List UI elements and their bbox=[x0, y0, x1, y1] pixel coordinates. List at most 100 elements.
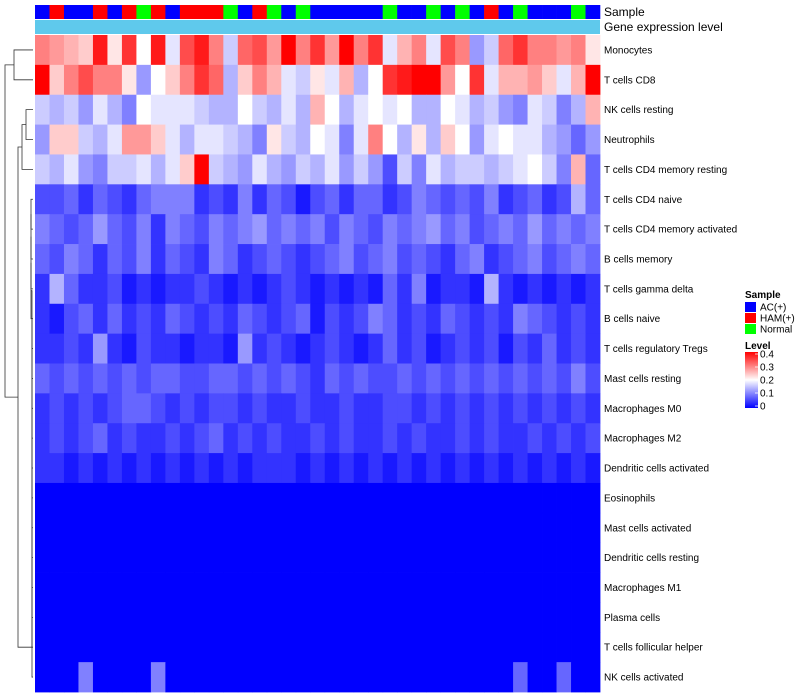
heatmap-cell bbox=[513, 303, 528, 335]
heatmap-cell bbox=[513, 423, 528, 454]
heatmap-cell bbox=[35, 482, 50, 514]
heatmap-cell bbox=[339, 542, 355, 573]
heatmap-cell bbox=[78, 64, 94, 96]
heatmap-cell bbox=[92, 542, 108, 573]
heatmap-cell bbox=[179, 333, 195, 364]
heatmap-cell bbox=[252, 393, 268, 424]
heatmap-cell bbox=[382, 124, 398, 155]
heatmap-cell bbox=[571, 602, 586, 633]
heatmap-cell bbox=[368, 35, 384, 66]
heatmap-cell bbox=[266, 572, 282, 603]
heatmap-cell bbox=[498, 64, 514, 96]
heatmap-cell bbox=[527, 184, 543, 215]
heatmap-cell bbox=[426, 423, 442, 454]
heatmap-cell bbox=[35, 393, 50, 424]
heatmap-cell bbox=[252, 94, 268, 125]
heatmap-cell bbox=[527, 244, 543, 275]
heatmap-cell bbox=[324, 632, 340, 663]
heatmap-cell bbox=[469, 512, 485, 544]
heatmap-cell bbox=[78, 35, 94, 66]
sample-annotation-cell bbox=[35, 5, 50, 19]
heatmap-cell bbox=[585, 214, 601, 245]
heatmap-cell bbox=[281, 333, 297, 364]
heatmap-cell bbox=[92, 273, 108, 305]
heatmap-cell bbox=[35, 184, 50, 215]
heatmap-cell bbox=[281, 602, 297, 633]
heatmap-cell bbox=[556, 602, 572, 633]
heatmap-cell bbox=[527, 333, 543, 364]
heatmap-cell bbox=[223, 512, 239, 544]
heatmap-cell bbox=[92, 94, 108, 125]
heatmap-cell bbox=[92, 154, 108, 185]
heatmap-cell bbox=[368, 512, 384, 544]
heatmap-cell bbox=[194, 423, 210, 454]
heatmap-cell bbox=[295, 512, 311, 544]
heatmap-cell bbox=[484, 423, 499, 454]
sample-annotation-cell bbox=[498, 5, 514, 19]
heatmap-cell bbox=[63, 423, 79, 454]
heatmap-cell bbox=[150, 393, 166, 424]
heatmap-cell bbox=[411, 512, 427, 544]
heatmap-cell bbox=[469, 393, 485, 424]
heatmap-cell bbox=[585, 602, 601, 633]
heatmap-cell bbox=[121, 482, 137, 514]
heatmap-cell bbox=[455, 94, 471, 125]
heatmap-cell bbox=[324, 154, 340, 185]
level-tick-label: 0 bbox=[760, 402, 766, 413]
heatmap-cell bbox=[266, 124, 282, 155]
heatmap-cell bbox=[469, 572, 485, 603]
heatmap-cell bbox=[353, 393, 369, 424]
heatmap-cell bbox=[368, 572, 384, 603]
heatmap-cell bbox=[281, 154, 297, 185]
heatmap-cell bbox=[150, 662, 166, 693]
heatmap-cell bbox=[324, 244, 340, 275]
heatmap-cell bbox=[107, 512, 123, 544]
heatmap-cell bbox=[49, 35, 65, 66]
heatmap-cell bbox=[92, 662, 108, 693]
heatmap-cell bbox=[35, 154, 50, 185]
heatmap-cell bbox=[107, 662, 123, 693]
row-label: T cells gamma delta bbox=[604, 284, 694, 295]
heatmap-cell bbox=[585, 94, 601, 125]
heatmap-cell bbox=[324, 303, 340, 335]
heatmap-cell bbox=[426, 244, 442, 275]
heatmap-cell bbox=[542, 214, 557, 245]
heatmap-cell bbox=[208, 244, 224, 275]
heatmap-cell bbox=[49, 64, 65, 96]
heatmap-cell bbox=[194, 602, 210, 633]
heatmap-cell bbox=[35, 632, 50, 663]
level-tick-label: 0.1 bbox=[760, 389, 774, 400]
sample-annotation-cell bbox=[339, 5, 355, 19]
heatmap-cell bbox=[339, 602, 355, 633]
heatmap-cell bbox=[455, 333, 471, 364]
heatmap-cell bbox=[295, 423, 311, 454]
heatmap-cell bbox=[440, 482, 456, 514]
heatmap-cell bbox=[237, 423, 253, 454]
heatmap-cell bbox=[411, 363, 427, 394]
heatmap-cell bbox=[78, 244, 94, 275]
heatmap-cell bbox=[136, 333, 152, 364]
heatmap-cell bbox=[426, 632, 442, 663]
heatmap-cell bbox=[426, 214, 442, 245]
heatmap-cell bbox=[513, 184, 528, 215]
heatmap-cell bbox=[426, 512, 442, 544]
heatmap-cell bbox=[571, 393, 586, 424]
heatmap-cell bbox=[527, 423, 543, 454]
heatmap-cell bbox=[469, 64, 485, 96]
heatmap-cell bbox=[223, 184, 239, 215]
heatmap-cell bbox=[194, 273, 210, 305]
dendrogram-branch bbox=[13, 49, 33, 81]
heatmap-cell bbox=[295, 124, 311, 155]
heatmap-cell bbox=[35, 303, 50, 335]
heatmap-cell bbox=[527, 453, 543, 484]
heatmap-cell bbox=[35, 453, 50, 484]
heatmap-cell bbox=[179, 244, 195, 275]
heatmap-cell bbox=[339, 273, 355, 305]
heatmap-cell bbox=[107, 542, 123, 573]
heatmap-cell bbox=[571, 453, 586, 484]
heatmap-cell bbox=[484, 303, 499, 335]
heatmap-cell bbox=[397, 423, 413, 454]
heatmap-cell bbox=[498, 572, 514, 603]
heatmap-cell bbox=[266, 453, 282, 484]
heatmap-cell bbox=[295, 64, 311, 96]
